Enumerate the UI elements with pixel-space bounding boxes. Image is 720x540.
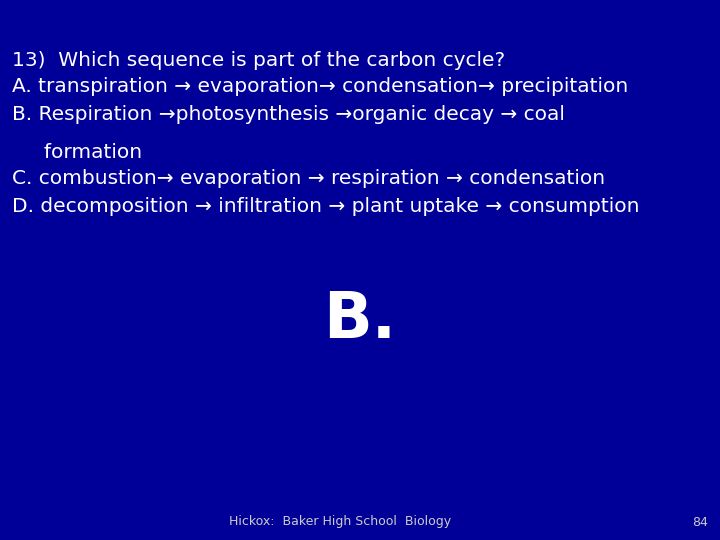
Text: 13)  Which sequence is part of the carbon cycle?: 13) Which sequence is part of the carbon… — [12, 51, 505, 70]
Text: Hickox:  Baker High School  Biology: Hickox: Baker High School Biology — [229, 516, 451, 529]
Text: B.: B. — [323, 289, 397, 351]
Text: B. Respiration →photosynthesis →organic decay → coal: B. Respiration →photosynthesis →organic … — [12, 105, 565, 124]
Text: A. transpiration → evaporation→ condensation→ precipitation: A. transpiration → evaporation→ condensa… — [12, 78, 629, 97]
Text: D. decomposition → infiltration → plant uptake → consumption: D. decomposition → infiltration → plant … — [12, 197, 639, 215]
Text: 84: 84 — [692, 516, 708, 529]
Text: C. combustion→ evaporation → respiration → condensation: C. combustion→ evaporation → respiration… — [12, 170, 605, 188]
Text: formation: formation — [12, 143, 142, 161]
